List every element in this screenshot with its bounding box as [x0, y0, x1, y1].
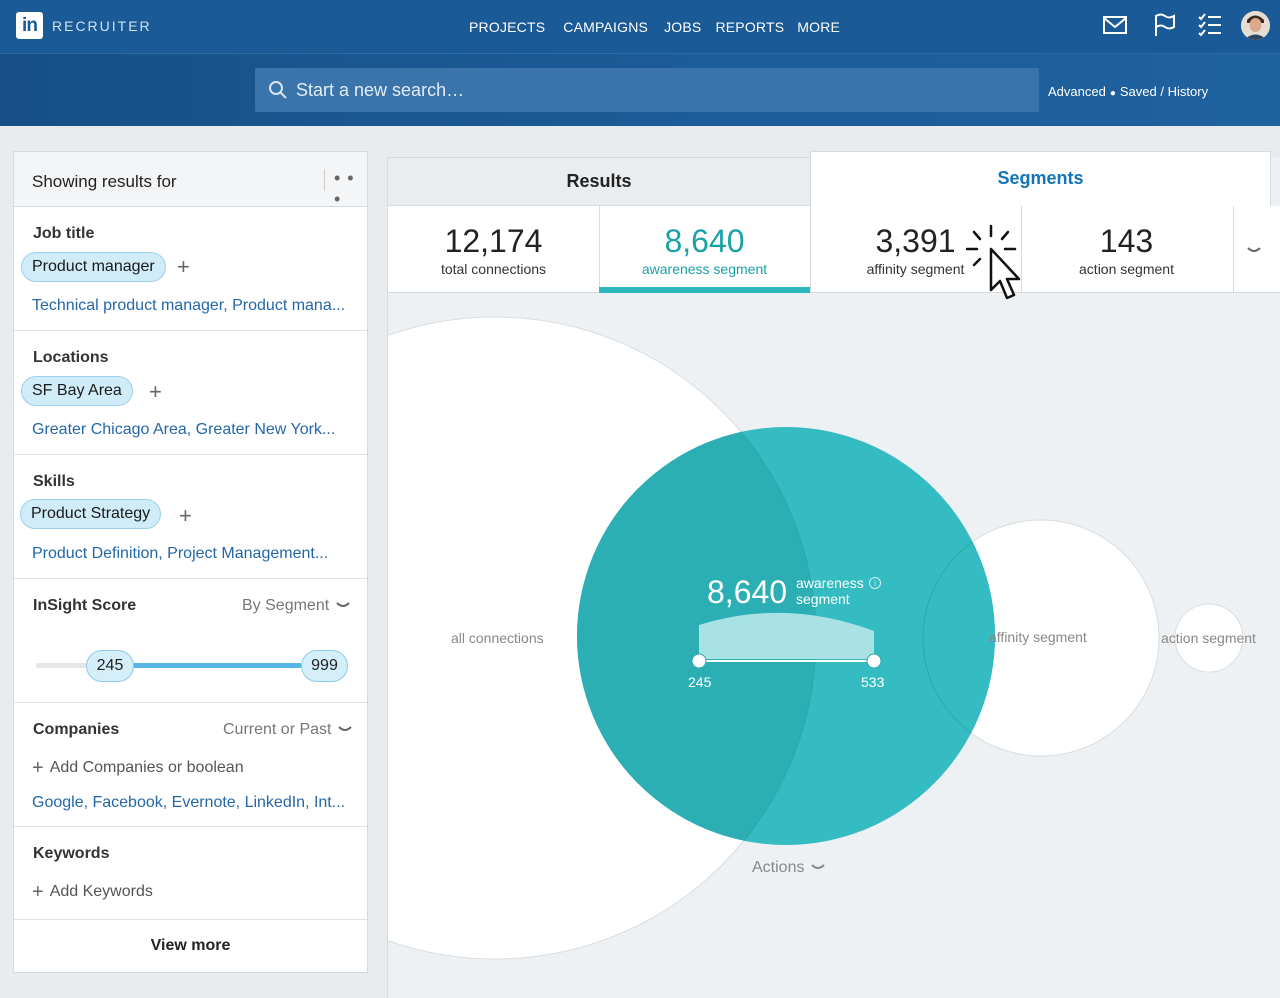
score-distribution-curve: [699, 612, 874, 659]
affinity-segment-label: affinity segment: [989, 629, 1087, 645]
stat-affinity-segment[interactable]: 3,391 affinity segment: [866, 223, 965, 277]
segments-panel: Results Segments 12,174 total connection…: [387, 151, 1280, 998]
companies-mode-dropdown[interactable]: Current or Past: [223, 721, 352, 739]
chevron-down-icon: [335, 602, 350, 607]
search-box[interactable]: [255, 68, 1039, 112]
nav-projects[interactable]: PROJECTS: [469, 19, 546, 35]
plus-icon: +: [32, 757, 44, 779]
action-segment-label: action segment: [1161, 630, 1256, 646]
score-min-handle[interactable]: 245: [86, 650, 134, 682]
tab-segments[interactable]: Segments: [810, 151, 1271, 206]
mail-icon[interactable]: [1102, 12, 1128, 38]
section-title: InSight Score: [33, 597, 137, 614]
filter-panel-header: Showing results for • • •: [14, 152, 367, 209]
chevron-down-icon[interactable]: [1234, 240, 1274, 260]
search-history-link[interactable]: History: [1167, 84, 1209, 99]
awareness-count: 8,640: [707, 574, 788, 610]
brand[interactable]: in RECRUITER: [16, 12, 152, 39]
segment-stats: 12,174 total connections 8,640 awareness…: [388, 206, 1280, 293]
add-keywords-button[interactable]: + Add Keywords: [32, 881, 153, 903]
score-max-handle[interactable]: 999: [301, 650, 348, 682]
awareness-label: awareness segment: [796, 575, 864, 607]
top-navigation-bar: in RECRUITER PROJECTS CAMPAIGNS JOBS REP…: [0, 0, 1280, 54]
info-icon[interactable]: [869, 577, 881, 589]
linkedin-logo: in: [16, 12, 43, 39]
link-separator: /: [1160, 84, 1164, 99]
nav-jobs[interactable]: JOBS: [664, 19, 702, 35]
advanced-search-link[interactable]: Advanced: [1048, 84, 1106, 99]
insight-score-filter: InSight Score By Segment 245 999: [14, 579, 367, 703]
search-input[interactable]: [296, 68, 996, 112]
all-connections-label: all connections: [451, 630, 544, 646]
tab-results[interactable]: Results: [388, 157, 810, 206]
mouse-cursor-icon: [965, 224, 1021, 300]
skills-filter: Skills Product Strategy + Product Defini…: [14, 455, 367, 579]
product-name: RECRUITER: [52, 17, 152, 34]
skill-chip[interactable]: Product Strategy: [20, 499, 162, 529]
insight-mode-dropdown[interactable]: By Segment: [242, 597, 350, 615]
more-options-icon[interactable]: • • •: [334, 168, 355, 209]
add-skill-icon[interactable]: +: [179, 503, 192, 528]
stat-awareness-segment[interactable]: 8,640 awareness segment: [599, 206, 810, 293]
stat-action-segment[interactable]: 143 action segment: [1079, 223, 1174, 277]
search-bar: Advanced●Saved / History: [0, 54, 1280, 126]
job-title-chip[interactable]: Product manager: [21, 252, 166, 282]
range-high-handle[interactable]: [866, 653, 882, 669]
section-title: Job title: [33, 225, 95, 242]
section-title: Companies: [33, 721, 120, 738]
filter-panel: Showing results for • • • Job title Prod…: [13, 151, 368, 973]
plus-icon: +: [32, 881, 44, 903]
tasks-icon[interactable]: [1197, 12, 1223, 38]
stat-total-connections[interactable]: 12,174 total connections: [440, 223, 547, 277]
svg-text:i: i: [874, 579, 876, 588]
search-icon: [269, 81, 287, 99]
avatar[interactable]: [1241, 11, 1270, 40]
chevron-down-icon: [811, 864, 825, 869]
add-location-icon[interactable]: +: [149, 379, 162, 404]
actions-dropdown[interactable]: Actions: [752, 859, 825, 877]
section-title: Locations: [33, 349, 109, 366]
location-chip[interactable]: SF Bay Area: [21, 376, 133, 406]
nav-reports[interactable]: REPORTS: [715, 19, 785, 35]
job-title-suggestions[interactable]: Technical product manager, Product mana.…: [32, 297, 346, 314]
chevron-down-icon: [338, 726, 352, 731]
keywords-filter: Keywords + Add Keywords: [14, 827, 367, 920]
action-segment-circle[interactable]: [1174, 603, 1244, 673]
companies-filter: Companies Current or Past + Add Companies…: [14, 703, 367, 827]
location-suggestions[interactable]: Greater Chicago Area, Greater New York..…: [32, 421, 336, 438]
section-title: Skills: [33, 473, 75, 490]
filter-panel-title: Showing results for: [32, 172, 177, 191]
range-high-value: 533: [861, 674, 885, 690]
add-companies-button[interactable]: + Add Companies or boolean: [32, 757, 244, 779]
nav-campaigns[interactable]: CAMPAIGNS: [563, 19, 649, 35]
nav-more[interactable]: MORE: [797, 19, 841, 35]
view-more-button[interactable]: View more: [150, 937, 231, 954]
saved-searches-link[interactable]: Saved: [1119, 84, 1157, 99]
segment-venn-diagram: i: [388, 316, 1244, 960]
range-low-handle[interactable]: [691, 653, 707, 669]
skill-suggestions[interactable]: Product Definition, Project Management..…: [32, 545, 329, 562]
profile-photo: [1241, 11, 1270, 40]
section-title: Keywords: [33, 845, 110, 862]
score-slider-range: [112, 663, 302, 668]
range-low-value: 245: [688, 674, 712, 690]
add-job-title-icon[interactable]: +: [177, 254, 190, 279]
locations-filter: Locations SF Bay Area + Greater Chicago …: [14, 331, 367, 455]
main-nav: PROJECTS CAMPAIGNS JOBS REPORTS MORE: [469, 19, 858, 35]
company-suggestions[interactable]: Google, Facebook, Evernote, LinkedIn, In…: [32, 794, 346, 811]
flag-icon[interactable]: [1152, 12, 1178, 38]
search-links: Advanced ● Saved / History: [1048, 84, 1209, 99]
job-title-filter: Job title Product manager + Technical pr…: [14, 207, 367, 331]
